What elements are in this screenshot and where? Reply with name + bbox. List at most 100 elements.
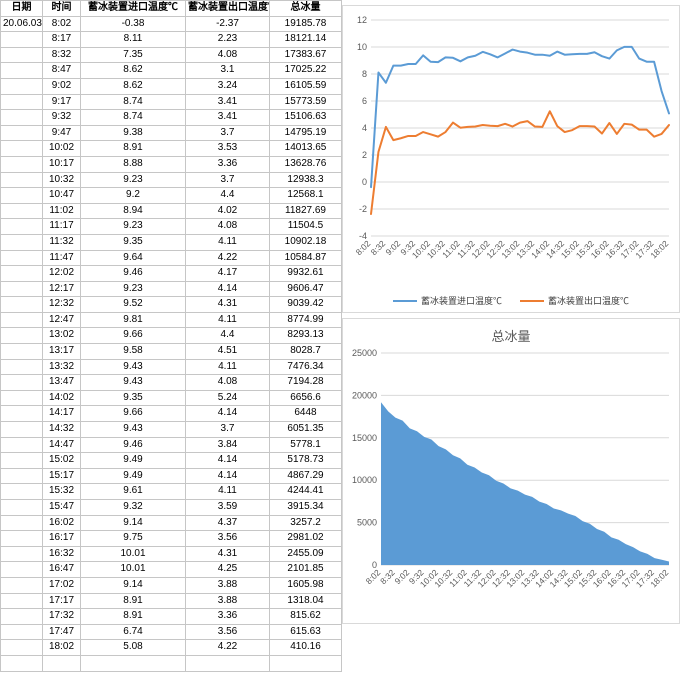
cell[interactable] bbox=[0, 265, 43, 282]
cell[interactable]: 14:02 bbox=[42, 389, 81, 407]
cell[interactable]: 7.35 bbox=[80, 46, 186, 64]
cell[interactable]: 8:47 bbox=[42, 62, 81, 79]
cell[interactable]: 4.31 bbox=[185, 296, 270, 313]
cell[interactable]: 16105.59 bbox=[269, 77, 342, 95]
cell[interactable]: 9.52 bbox=[80, 296, 186, 313]
cell[interactable]: 8.91 bbox=[80, 608, 186, 625]
cell[interactable]: 10:47 bbox=[42, 187, 81, 204]
cell[interactable]: 16:17 bbox=[42, 530, 81, 547]
cell[interactable] bbox=[0, 561, 43, 578]
cell[interactable] bbox=[0, 592, 43, 610]
cell[interactable]: -2.37 bbox=[185, 15, 270, 33]
cell[interactable]: 8.91 bbox=[80, 592, 186, 610]
cell[interactable]: 12:17 bbox=[42, 280, 81, 298]
cell[interactable]: 4.08 bbox=[185, 46, 270, 64]
cell[interactable]: 7194.28 bbox=[269, 374, 342, 391]
cell[interactable]: 17:17 bbox=[42, 592, 81, 610]
cell[interactable]: 13628.76 bbox=[269, 155, 342, 173]
cell[interactable]: 4.22 bbox=[185, 639, 270, 656]
cell[interactable] bbox=[0, 124, 43, 142]
cell[interactable]: 12:02 bbox=[42, 265, 81, 282]
cell[interactable]: 1605.98 bbox=[269, 576, 342, 594]
cell[interactable] bbox=[42, 654, 81, 672]
cell[interactable]: 3.36 bbox=[185, 608, 270, 625]
cell[interactable]: 8.74 bbox=[80, 93, 186, 111]
cell[interactable]: 9.2 bbox=[80, 187, 186, 204]
cell[interactable] bbox=[185, 654, 270, 672]
cell[interactable]: 4.31 bbox=[185, 545, 270, 563]
cell[interactable]: 9:32 bbox=[42, 109, 81, 126]
cell[interactable]: 5778.1 bbox=[269, 436, 342, 454]
cell[interactable]: 4.11 bbox=[185, 358, 270, 376]
cell[interactable]: 11:47 bbox=[42, 249, 81, 267]
cell[interactable] bbox=[0, 608, 43, 625]
cell[interactable] bbox=[0, 452, 43, 469]
legend-item-inlet[interactable]: 蓄冰装置进口温度℃ bbox=[392, 294, 502, 307]
cell[interactable] bbox=[0, 343, 43, 360]
cell[interactable]: 9.75 bbox=[80, 530, 186, 547]
column-header[interactable]: 日期 bbox=[0, 0, 43, 17]
cell[interactable]: 12938.3 bbox=[269, 171, 342, 189]
cell[interactable]: 5.08 bbox=[80, 639, 186, 656]
cell[interactable]: 4.37 bbox=[185, 514, 270, 532]
cell[interactable] bbox=[0, 187, 43, 204]
cell[interactable]: 3.53 bbox=[185, 140, 270, 157]
cell[interactable]: 4.14 bbox=[185, 405, 270, 423]
cell[interactable]: 9.43 bbox=[80, 421, 186, 438]
cell[interactable] bbox=[0, 545, 43, 563]
legend-item-outlet[interactable]: 蓄冰装置出口温度℃ bbox=[520, 294, 629, 307]
cell[interactable]: 9.46 bbox=[80, 265, 186, 282]
cell[interactable]: 4.08 bbox=[185, 374, 270, 391]
cell[interactable] bbox=[0, 93, 43, 111]
cell[interactable]: 8:32 bbox=[42, 46, 81, 64]
cell[interactable] bbox=[0, 421, 43, 438]
cell[interactable]: 9.23 bbox=[80, 218, 186, 235]
cell[interactable]: 6.74 bbox=[80, 623, 186, 641]
cell[interactable]: 9.14 bbox=[80, 514, 186, 532]
column-header[interactable]: 蓄冰装置进口温度℃ bbox=[80, 0, 186, 17]
cell[interactable]: 4.14 bbox=[185, 467, 270, 485]
cell[interactable]: 3.7 bbox=[185, 421, 270, 438]
cell[interactable]: 17:32 bbox=[42, 608, 81, 625]
cell[interactable]: 12568.1 bbox=[269, 187, 342, 204]
cell[interactable]: 815.62 bbox=[269, 608, 342, 625]
cell[interactable]: 9.14 bbox=[80, 576, 186, 594]
cell[interactable]: 10:17 bbox=[42, 155, 81, 173]
cell[interactable]: 16:47 bbox=[42, 561, 81, 578]
cell[interactable]: 9039.42 bbox=[269, 296, 342, 313]
cell[interactable] bbox=[0, 77, 43, 95]
cell[interactable] bbox=[0, 218, 43, 235]
cell[interactable]: 10902.18 bbox=[269, 233, 342, 251]
cell[interactable]: 4.08 bbox=[185, 218, 270, 235]
cell[interactable] bbox=[0, 483, 43, 500]
cell[interactable] bbox=[0, 514, 43, 532]
cell[interactable]: 9.23 bbox=[80, 280, 186, 298]
cell[interactable]: 10584.87 bbox=[269, 249, 342, 267]
cell[interactable]: 4.11 bbox=[185, 483, 270, 500]
cell[interactable]: 8.91 bbox=[80, 140, 186, 157]
cell[interactable]: 13:17 bbox=[42, 343, 81, 360]
cell[interactable]: 3.41 bbox=[185, 93, 270, 111]
cell[interactable]: 11:32 bbox=[42, 233, 81, 251]
cell[interactable] bbox=[0, 233, 43, 251]
cell[interactable]: 4.02 bbox=[185, 202, 270, 220]
cell[interactable]: 16:02 bbox=[42, 514, 81, 532]
cell[interactable]: 4.4 bbox=[185, 187, 270, 204]
cell[interactable]: 3.56 bbox=[185, 623, 270, 641]
cell[interactable]: 11827.69 bbox=[269, 202, 342, 220]
cell[interactable]: 3915.34 bbox=[269, 499, 342, 516]
cell[interactable]: 11:17 bbox=[42, 218, 81, 235]
cell[interactable]: 6051.35 bbox=[269, 421, 342, 438]
cell[interactable]: 9.66 bbox=[80, 405, 186, 423]
cell[interactable] bbox=[0, 249, 43, 267]
cell[interactable]: 615.63 bbox=[269, 623, 342, 641]
cell[interactable]: 4.25 bbox=[185, 561, 270, 578]
cell[interactable] bbox=[0, 46, 43, 64]
cell[interactable] bbox=[0, 296, 43, 313]
cell[interactable]: 9.66 bbox=[80, 327, 186, 345]
cell[interactable]: 9.81 bbox=[80, 311, 186, 329]
cell[interactable]: 8.88 bbox=[80, 155, 186, 173]
cell[interactable]: 16:32 bbox=[42, 545, 81, 563]
cell[interactable]: 13:02 bbox=[42, 327, 81, 345]
cell[interactable] bbox=[0, 499, 43, 516]
